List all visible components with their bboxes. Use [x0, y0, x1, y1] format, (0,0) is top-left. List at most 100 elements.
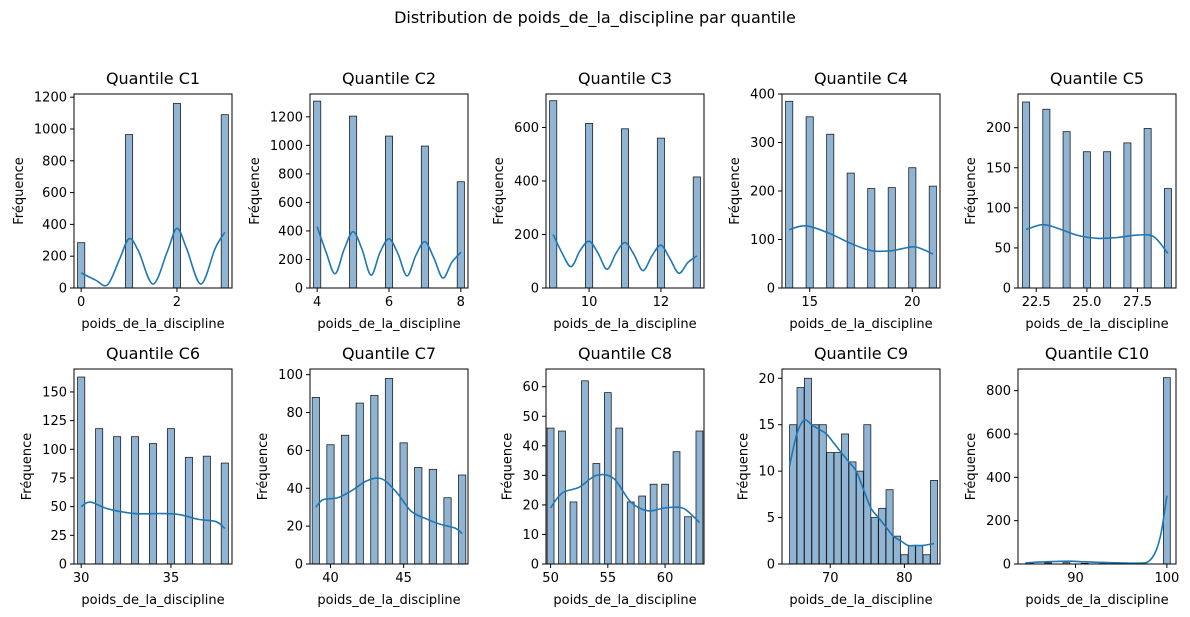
y-tick-label-c6-1: 0 [59, 558, 67, 573]
bar-c2-4 [420, 145, 429, 289]
x-axis-label-c5: poids_de_la_discipline [1025, 317, 1168, 332]
kde-line-c4 [788, 224, 934, 255]
bar-c9-9 [848, 461, 857, 565]
axes-frame-c7 [309, 368, 469, 565]
bar-c7-11 [458, 474, 467, 565]
y-tick-label-c7-6: 100 [278, 368, 303, 383]
subplot-title-c2: Quantile C2 [342, 69, 436, 88]
bar-c7-6 [384, 378, 394, 565]
y-tick-label-c6-6: 125 [42, 414, 67, 429]
axes-frame-c8 [545, 368, 705, 565]
x-tick-label-c9-1: 70 [822, 571, 839, 586]
x-axis-label-c3: poids_de_la_discipline [553, 317, 696, 332]
x-tick-label-c3-1: 10 [581, 295, 598, 310]
y-tick-label-c9-2: 5 [767, 511, 775, 526]
bar-c6-5 [149, 443, 157, 565]
x-tick-label-c6-1: 30 [73, 571, 90, 586]
x-axis-label-c9: poids_de_la_discipline [789, 593, 932, 608]
x-tick-label-c1-2: 2 [173, 295, 181, 310]
bar-c6-1 [77, 376, 86, 565]
bar-c9-12 [870, 517, 879, 565]
y-tick-label-c10-2: 200 [986, 514, 1011, 529]
bar-c5-5 [1103, 151, 1112, 289]
subplot-title-c10: Quantile C10 [1045, 344, 1149, 363]
axes-frame-c5 [1017, 93, 1177, 289]
bar-c5-8 [1163, 188, 1172, 289]
y-tick-label-c9-5: 20 [758, 372, 775, 387]
bar-c4-7 [908, 167, 917, 289]
x-tick-label-c7-2: 45 [395, 571, 412, 586]
y-tick-label-c7-4: 60 [286, 444, 303, 459]
x-tick-label-c8-2: 55 [600, 571, 617, 586]
y-tick-label-c1-1: 0 [59, 282, 67, 297]
y-tick-label-c10-5: 800 [986, 384, 1011, 399]
bar-c6-8 [202, 455, 211, 565]
y-tick-label-c8-2: 10 [522, 528, 539, 543]
axes-frame-c9 [781, 368, 941, 565]
x-tick-label-c5-1: 22.5 [1022, 295, 1051, 310]
bar-c4-5 [867, 188, 876, 289]
bar-c8-8 [626, 501, 635, 565]
x-tick-label-c9-2: 80 [896, 571, 913, 586]
kde-line-c5 [1025, 223, 1169, 255]
y-tick-label-c2-1: 0 [295, 282, 303, 297]
subplot-c2: 4 6 8 0 200 400 600 800 1000 1200 Quantile C2 poids… [248, 69, 469, 332]
y-tick-label-c9-1: 0 [767, 558, 775, 573]
y-tick-label-c5-3: 100 [986, 201, 1011, 216]
subplot-c10: 90 100 0 200 400 600 800 Quantile C10 poids_de_l… [964, 344, 1179, 608]
bar-c1-3 [172, 103, 181, 289]
x-axis-label-c8: poids_de_la_discipline [553, 593, 696, 608]
bar-c6-4 [131, 436, 140, 565]
y-tick-label-c8-1: 0 [531, 558, 539, 573]
x-tick-label-c4-2: 20 [904, 295, 921, 310]
subplot-c6: 30 35 0 25 50 75 100 125 150 Quantile C6 poids_de_… [20, 344, 233, 608]
bar-c9-7 [833, 452, 842, 565]
subplot-title-c1: Quantile C1 [106, 69, 200, 88]
bar-c9-14 [885, 489, 894, 565]
kde-line-c10 [1025, 495, 1168, 565]
x-tick-label-c4-1: 15 [801, 295, 818, 310]
y-tick-label-c8-4: 30 [522, 469, 539, 484]
x-tick-label-c10-1: 90 [1067, 571, 1084, 586]
y-axis-label-c9: Fréquence [736, 433, 751, 500]
subplot-c7: 40 45 0 20 40 60 80 100 Quantile C7 poids_de_la_d… [256, 344, 469, 608]
y-tick-label-c2-5: 800 [278, 167, 303, 182]
x-axis-label-c10: poids_de_la_discipline [1025, 593, 1168, 608]
y-tick-label-c5-5: 200 [986, 121, 1011, 136]
bar-c4-3 [826, 133, 835, 289]
x-axis-label-c1: poids_de_la_discipline [81, 317, 224, 332]
x-axis-label-c7: poids_de_la_discipline [317, 593, 460, 608]
bar-c8-1 [546, 427, 555, 565]
bar-c6-3 [113, 436, 122, 565]
bar-c7-10 [443, 497, 452, 565]
figure-title: Distribution de poids_de_la_discipline p… [394, 8, 796, 28]
y-tick-label-c1-6: 1000 [34, 122, 67, 137]
x-tick-label-c7-1: 40 [322, 571, 339, 586]
x-tick-label-c5-3: 27.5 [1123, 295, 1152, 310]
bar-c4-4 [846, 172, 855, 289]
y-tick-label-c1-7: 1200 [34, 91, 67, 106]
bar-c9-5 [818, 424, 827, 565]
y-tick-label-c10-4: 600 [986, 428, 1011, 443]
bar-c6-6 [166, 428, 175, 565]
y-tick-label-c7-2: 20 [286, 520, 303, 535]
y-tick-label-c2-4: 600 [278, 196, 303, 211]
x-axis-label-c2: poids_de_la_discipline [317, 317, 460, 332]
kde-line-c2 [316, 226, 462, 279]
x-tick-label-c8-3: 60 [657, 571, 674, 586]
bar-c1-1 [77, 242, 86, 289]
bar-c8-13 [684, 516, 692, 565]
x-tick-label-c5-2: 25.0 [1072, 295, 1101, 310]
kde-line-c3 [552, 234, 698, 275]
x-tick-label-c8-1: 50 [542, 571, 559, 586]
kde-line-c8 [549, 473, 701, 524]
bar-c4-8 [928, 185, 937, 289]
bar-c7-1 [311, 396, 320, 565]
bar-c9-3 [804, 377, 812, 565]
y-tick-label-c7-5: 80 [286, 406, 303, 421]
bar-c7-3 [341, 434, 350, 565]
bar-c9-17 [907, 545, 916, 565]
